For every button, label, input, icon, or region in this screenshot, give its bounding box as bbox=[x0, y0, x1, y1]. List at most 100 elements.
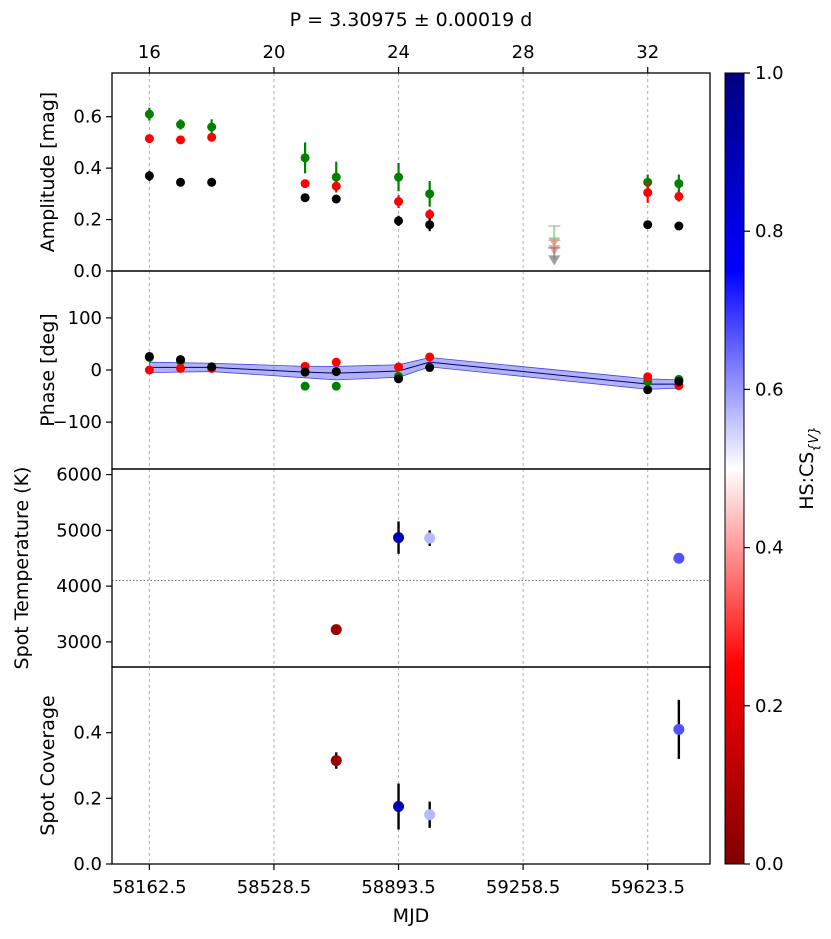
data-point bbox=[393, 532, 405, 544]
data-point bbox=[394, 374, 404, 384]
data-point bbox=[643, 385, 653, 395]
panel-temperature: 3000 4000 5000 6000 Spot Temperature (K) bbox=[11, 465, 711, 670]
colorbar-tick-label: 1.0 bbox=[755, 63, 784, 84]
data-point bbox=[674, 191, 684, 201]
data-point bbox=[394, 216, 404, 226]
data-point bbox=[674, 179, 684, 189]
colorbar: 0.0 0.2 0.4 0.6 0.8 1.0 bbox=[724, 63, 784, 875]
data-point bbox=[331, 381, 341, 391]
x-axis-label: MJD bbox=[393, 905, 430, 927]
y-tick-label: 0.6 bbox=[73, 107, 102, 128]
y-tick-label: 4000 bbox=[56, 576, 102, 597]
data-point bbox=[144, 365, 154, 375]
colorbar-gradient bbox=[724, 72, 745, 865]
colorbar-label-sub: {V} bbox=[807, 426, 822, 451]
data-point bbox=[643, 220, 653, 230]
data-point bbox=[425, 220, 435, 230]
panel-phase: −100 0 100 Phase [deg] bbox=[37, 270, 711, 470]
data-point bbox=[424, 532, 436, 544]
panel-coverage: 0.0 0.2 0.4 Spot Coverage bbox=[37, 666, 711, 875]
data-point bbox=[207, 177, 217, 187]
x-tick-label: 58528.5 bbox=[237, 877, 311, 898]
data-point bbox=[207, 122, 217, 132]
data-point bbox=[331, 172, 341, 182]
x-tick-label: 59258.5 bbox=[486, 877, 560, 898]
panel-frame bbox=[111, 72, 711, 272]
y-tick-label: 6000 bbox=[56, 465, 102, 486]
y-tick-label: 0.0 bbox=[73, 854, 102, 875]
data-point bbox=[176, 363, 186, 373]
data-point bbox=[144, 109, 154, 119]
panel-frame bbox=[111, 468, 711, 668]
data-point bbox=[425, 209, 435, 219]
y-tick-label: 100 bbox=[68, 308, 102, 329]
data-point bbox=[424, 809, 436, 821]
y-axis-label: Amplitude [mag] bbox=[37, 92, 59, 252]
data-point bbox=[674, 221, 684, 231]
data-point bbox=[674, 376, 684, 386]
series-black bbox=[144, 170, 684, 232]
data-point bbox=[394, 362, 404, 372]
y-tick-label: 5000 bbox=[56, 520, 102, 541]
y-axis-label: Spot Coverage bbox=[37, 695, 59, 835]
phase-band bbox=[148, 357, 680, 390]
top-tick-label: 24 bbox=[387, 42, 410, 63]
data-point bbox=[144, 134, 154, 144]
colorbar-label: HS:CS{V} bbox=[796, 426, 822, 510]
series-red bbox=[144, 132, 684, 220]
data-point bbox=[331, 181, 341, 191]
y-tick-label: 0.2 bbox=[73, 210, 102, 231]
data-point bbox=[300, 179, 310, 189]
data-point bbox=[673, 723, 685, 735]
phase-band-midline bbox=[149, 361, 679, 385]
data-point bbox=[330, 755, 342, 767]
data-point bbox=[330, 624, 342, 636]
y-tick-label: 0 bbox=[91, 360, 102, 381]
data-point bbox=[300, 367, 310, 377]
data-point bbox=[425, 189, 435, 199]
top-tick-label: 16 bbox=[138, 42, 161, 63]
data-point bbox=[176, 177, 186, 187]
data-point bbox=[207, 132, 217, 142]
colorbar-tick-label: 0.2 bbox=[755, 696, 784, 717]
x-tick-label: 58893.5 bbox=[361, 877, 435, 898]
upper-limit-marker bbox=[548, 255, 561, 266]
panel-frame bbox=[111, 666, 711, 865]
y-tick-label: −100 bbox=[53, 412, 102, 433]
data-point bbox=[144, 171, 154, 181]
data-point bbox=[394, 172, 404, 182]
y-tick-label: 3000 bbox=[56, 632, 102, 653]
top-axis: 16 20 24 28 32 bbox=[138, 42, 659, 73]
y-tick-label: 0.4 bbox=[73, 723, 102, 744]
data-point bbox=[300, 381, 310, 391]
x-tick-label: 59623.5 bbox=[610, 877, 684, 898]
colorbar-tick-label: 0.0 bbox=[755, 854, 784, 875]
y-axis-label: Phase [deg] bbox=[37, 313, 59, 426]
y-tick-label: 0.4 bbox=[73, 158, 102, 179]
y-tick-label: 0.2 bbox=[73, 788, 102, 809]
data-point bbox=[425, 362, 435, 372]
data-point bbox=[394, 197, 404, 207]
top-tick-label: 20 bbox=[263, 42, 286, 63]
y-tick-label: 0.0 bbox=[73, 261, 102, 282]
series-black bbox=[144, 351, 684, 395]
data-point bbox=[393, 801, 405, 813]
data-point bbox=[176, 135, 186, 145]
data-point bbox=[673, 552, 685, 564]
data-point bbox=[207, 362, 217, 372]
data-point bbox=[331, 367, 341, 377]
colorbar-tick-label: 0.4 bbox=[755, 538, 784, 559]
data-point bbox=[300, 193, 310, 203]
panels: 0.0 0.2 0.4 0.6 Amplitude [mag] −100 0 100 Phase… bbox=[11, 72, 711, 875]
colorbar-tick-label: 0.8 bbox=[755, 221, 784, 242]
series-green bbox=[144, 107, 684, 207]
data-point bbox=[331, 194, 341, 204]
data-point bbox=[144, 351, 154, 361]
data-point bbox=[643, 188, 653, 198]
colorbar-tick-label: 0.6 bbox=[755, 379, 784, 400]
data-point bbox=[300, 153, 310, 163]
y-axis-label: Spot Temperature (K) bbox=[11, 467, 33, 670]
data-point bbox=[176, 119, 186, 129]
x-tick-label: 58162.5 bbox=[112, 877, 186, 898]
